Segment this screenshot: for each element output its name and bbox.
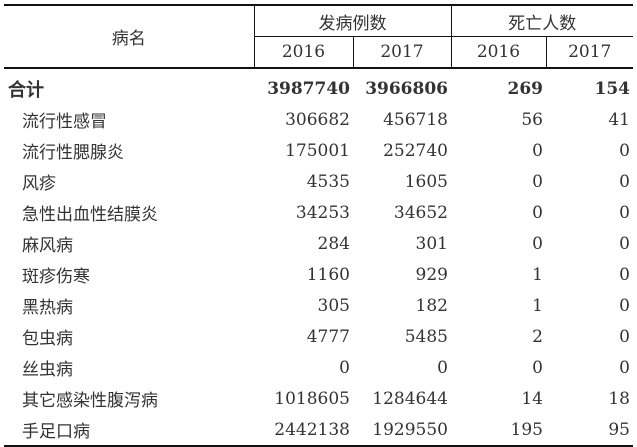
deaths-2017: 0 [619,202,630,223]
disease-name: 丝虫病 [22,360,73,380]
cases-2016: 0 [339,357,350,378]
disease-name: 风疹 [22,174,56,194]
cases-2017: 301 [415,233,448,254]
deaths-2016: 0 [532,140,543,161]
disease-name: 斑疹伤寒 [22,267,90,287]
deaths-2016: 0 [532,357,543,378]
table-row: 风疹 4535 1605 0 0 [4,166,633,197]
deaths-2016: 0 [532,233,543,254]
deaths-2017: 0 [619,357,630,378]
deaths-2017: 0 [619,295,630,316]
disease-name: 手足口病 [4,414,254,447]
cases-2017: 1605 [404,171,448,192]
cases-2016: 1160 [306,264,350,285]
header-cases: 发病例数 [253,4,451,37]
deaths-2017: 0 [619,171,630,192]
total-row: 合计 3987740 3966806 269 154 [4,68,633,104]
cases-2017: 0 [437,357,448,378]
table-row: 黑热病 305 182 1 0 [4,290,633,321]
deaths-2017: 0 [619,233,630,254]
header-deaths-2016: 2016 [450,36,546,69]
cases-2016: 1018605 [274,388,350,409]
table-row: 手足口病 2442138 1929550 195 95 [4,414,633,447]
header-cases-2016: 2016 [253,36,353,69]
deaths-2017: 0 [619,264,630,285]
disease-name: 麻风病 [22,236,73,256]
cases-2017: 182 [415,295,448,316]
cases-2017: 3966806 [365,78,448,99]
cases-2016: 4777 [306,326,350,347]
table-row: 丝虫病 0 0 0 0 [4,352,633,383]
deaths-2016: 195 [451,414,546,447]
disease-table: 病名 发病例数 死亡人数 2016 2017 2016 2017 合计 39877… [4,4,633,447]
table-row: 麻风病 284 301 0 0 [4,228,633,259]
deaths-2016: 1 [532,264,543,285]
table-row: 流行性腮腺炎 175001 252740 0 0 [4,135,633,166]
cases-2016: 305 [317,295,350,316]
disease-name: 急性出血性结膜炎 [22,205,158,225]
table-row: 其它感染性腹泻病 1018605 1284644 14 18 [4,383,633,414]
deaths-2017: 0 [619,326,630,347]
cases-2017: 5485 [404,326,448,347]
table-row: 急性出血性结膜炎 34253 34652 0 0 [4,197,633,228]
deaths-2017: 18 [608,388,630,409]
cases-2017: 1284644 [372,388,448,409]
cases-2017: 1929550 [353,414,451,447]
deaths-2016: 14 [521,388,543,409]
cases-2017: 252740 [383,140,448,161]
deaths-2016: 56 [521,109,543,130]
deaths-2016: 2 [532,326,543,347]
cases-2016: 2442138 [254,414,353,447]
table-row: 流行性感冒 306682 456718 56 41 [4,104,633,135]
disease-name: 流行性感冒 [22,112,107,132]
deaths-2016: 0 [532,171,543,192]
disease-name: 包虫病 [22,329,73,349]
table-row: 斑疹伤寒 1160 929 1 0 [4,259,633,290]
deaths-2017: 154 [594,78,631,99]
header-disease-name: 病名 [4,4,254,69]
cases-2017: 456718 [383,109,448,130]
cases-2016: 4535 [306,171,350,192]
disease-name: 合计 [8,79,44,101]
cases-2016: 34253 [295,202,350,223]
cases-2016: 284 [317,233,350,254]
cases-2017: 34652 [393,202,448,223]
disease-name: 黑热病 [22,298,73,318]
disease-name: 流行性腮腺炎 [22,143,124,163]
header-deaths: 死亡人数 [450,4,633,37]
cases-2016: 306682 [285,109,350,130]
cases-2017: 929 [415,264,448,285]
table-row: 包虫病 4777 5485 2 0 [4,321,633,352]
cases-2016: 175001 [285,140,350,161]
header-deaths-2017: 2017 [545,36,633,69]
deaths-2017: 41 [608,109,630,130]
header-cases-2017: 2017 [352,36,451,69]
disease-name: 其它感染性腹泻病 [22,391,158,411]
deaths-2017: 95 [546,414,633,447]
deaths-2016: 269 [507,78,544,99]
deaths-2016: 1 [532,295,543,316]
cases-2016: 3987740 [267,78,350,99]
deaths-2016: 0 [532,202,543,223]
deaths-2017: 0 [619,140,630,161]
